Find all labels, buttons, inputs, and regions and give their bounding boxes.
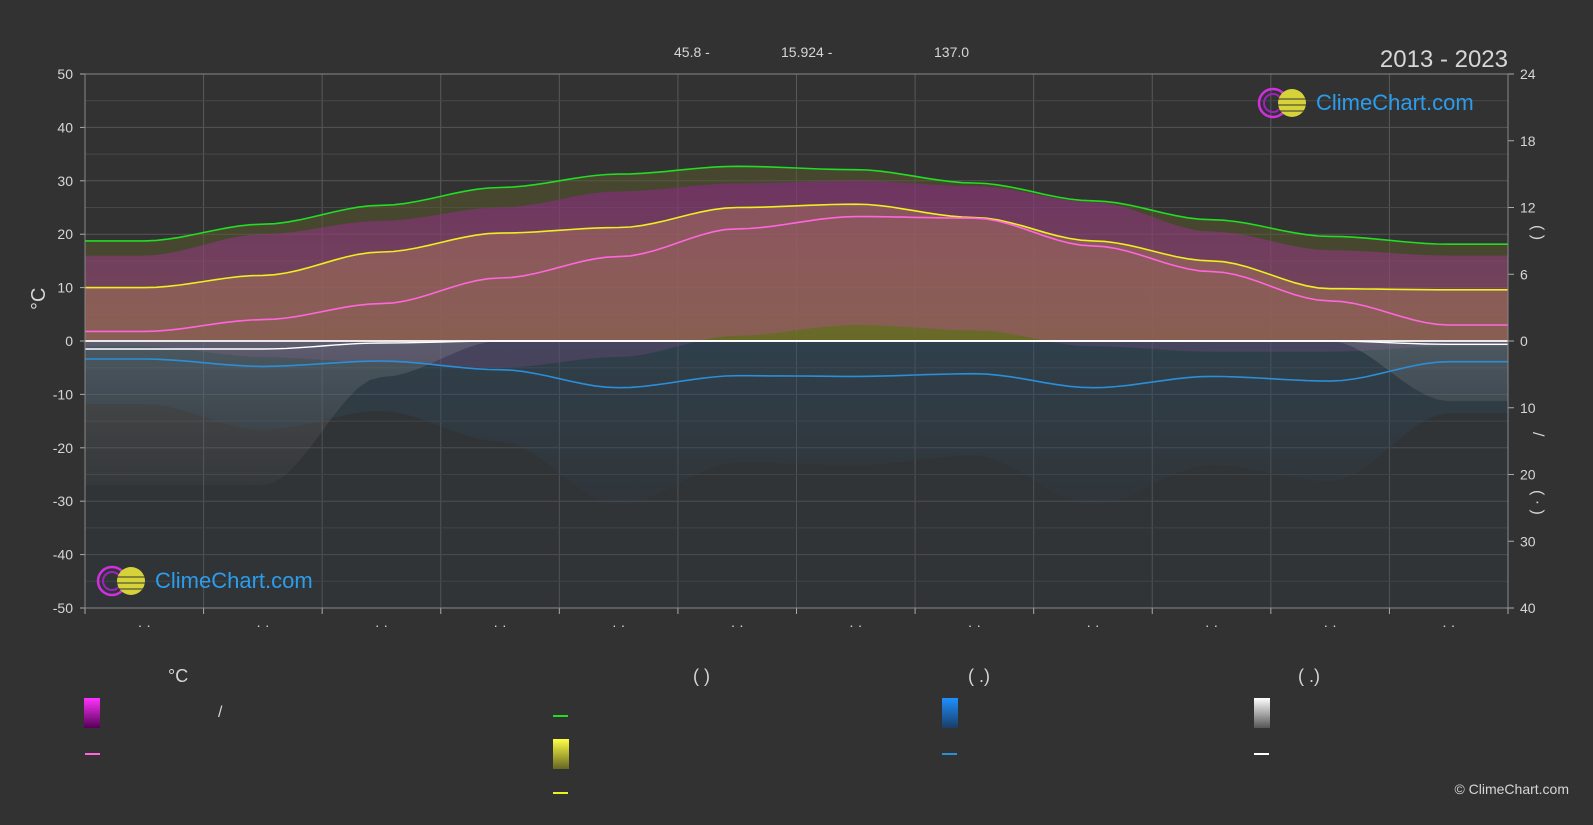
logo-top-text: ClimeChart.com [1316, 90, 1474, 115]
header-value-2: 15.924 - [781, 44, 833, 60]
temperature-mean-line [85, 215, 1508, 333]
legend-rain-head: ( .) [968, 666, 990, 686]
right-axis-title-slash: / [1529, 432, 1546, 437]
period-label: 2013 - 2023 [1379, 46, 1508, 73]
legend-snow-mean-swatch [1254, 753, 1269, 755]
logo-bottom[interactable]: ClimeChart.com [95, 564, 313, 598]
legend-temp-head: °C [168, 666, 189, 686]
right-axis-title-upper: ( ) [1529, 225, 1546, 241]
right-tick-label: 30 [1520, 533, 1536, 549]
logo-bottom-text: ClimeChart.com [155, 568, 313, 593]
temperature-range-area [85, 180, 1508, 368]
header-value-1: 45.8 - [674, 44, 710, 60]
left-tick-label: 0 [65, 333, 73, 349]
legend-temp-range-swatch [84, 698, 100, 728]
right-tick-label: 0 [1520, 333, 1528, 349]
right-tick-label: 24 [1520, 66, 1536, 82]
legend-sun-head: ( ) [693, 666, 710, 686]
legend-daylight-swatch [553, 715, 568, 717]
snow-area [85, 341, 1508, 486]
x-tick-label: · · [968, 617, 981, 633]
right-tick-label: 10 [1520, 400, 1536, 416]
x-tick-label: · · [138, 617, 151, 633]
logo-top[interactable]: ClimeChart.com [1256, 86, 1474, 120]
right-tick-label: 6 [1520, 266, 1528, 282]
right-tick-label: 12 [1520, 200, 1536, 216]
climechart-logo-icon [96, 565, 145, 597]
left-tick-label: 50 [57, 66, 73, 82]
right-axis-title-lower: ( · ) [1529, 490, 1546, 515]
snow-mean-line [85, 340, 1508, 350]
legend-rain-mean-swatch [942, 753, 957, 755]
right-tick-label: 18 [1520, 133, 1536, 149]
x-tick-label: · · [1324, 617, 1337, 633]
left-tick-label: -50 [53, 600, 73, 616]
right-tick-label: 20 [1520, 467, 1536, 483]
header-value-3: 137.0 [934, 44, 970, 60]
legend-snow-head: ( .) [1298, 666, 1320, 686]
left-tick-label: -20 [53, 440, 73, 456]
left-tick-label: -40 [53, 547, 73, 563]
x-tick-label: · · [375, 617, 388, 633]
data-lines [85, 165, 1508, 389]
daylight-line [85, 165, 1508, 245]
left-axis-unit: °C [28, 287, 50, 310]
left-tick-label: 20 [57, 226, 73, 242]
rain-mean-line [85, 358, 1508, 389]
x-tick-label: · · [493, 617, 506, 633]
x-tick-label: · · [1205, 617, 1218, 633]
legend-rain-swatch [942, 698, 958, 728]
legend-sunshine-mean-swatch [553, 792, 568, 794]
plot-frame [84, 73, 1509, 609]
sunshine-mean-line [85, 203, 1508, 291]
climechart-logo-icon [1257, 87, 1306, 119]
x-tick-label: · · [731, 617, 744, 633]
x-tick-label: · · [849, 617, 862, 633]
legend-temp-range-text: / [218, 704, 223, 721]
legend-temp-mean-swatch [85, 753, 100, 755]
legend-snow-swatch [1254, 698, 1270, 728]
legend-sunshine-swatch [553, 739, 569, 769]
left-tick-label: 10 [57, 280, 73, 296]
copyright: © ClimeChart.com [1454, 781, 1569, 797]
axis-ticks: 50 40 30 20 10 0 -10 -20 -30 -40 -50 24 18 12 6 0 10 20 30… [53, 66, 1536, 633]
left-tick-label: -30 [53, 493, 73, 509]
left-tick-label: 40 [57, 119, 73, 135]
x-tick-label: · · [1086, 617, 1099, 633]
x-tick-label: · · [612, 617, 625, 633]
left-tick-label: 30 [57, 173, 73, 189]
x-tick-label: · · [1442, 617, 1455, 633]
x-tick-label: · · [256, 617, 269, 633]
right-tick-label: 40 [1520, 600, 1536, 616]
left-tick-label: -10 [53, 386, 73, 402]
